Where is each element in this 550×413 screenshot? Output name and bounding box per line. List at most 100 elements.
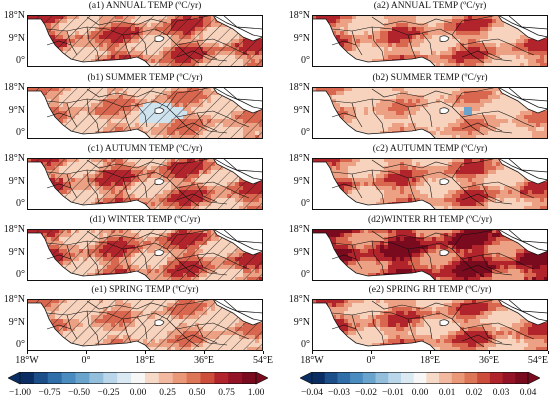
left-panel-title-1: (a1) ANNUAL TEMP (ºC/yr) — [88, 1, 202, 11]
lake-cutout — [154, 249, 165, 256]
coastline — [27, 299, 263, 351]
colorbar-segment — [242, 372, 257, 384]
latitude-label: 9°N — [293, 104, 310, 116]
left-map-panel-3 — [27, 158, 263, 210]
red-sea-cutout — [212, 229, 263, 252]
latitude-label: 18°N — [3, 224, 25, 235]
colorbar-tick-label: 0.03 — [492, 388, 510, 398]
country-border — [371, 88, 453, 98]
country-border — [497, 110, 535, 128]
map-frame — [27, 229, 263, 281]
country-border — [461, 264, 513, 276]
country-border — [407, 34, 417, 60]
colorbar-tick-label: 1.00 — [247, 388, 265, 398]
latitude-label: 0° — [301, 269, 310, 280]
country-border — [421, 316, 433, 340]
longitude-label: 0° — [81, 355, 91, 366]
lake-cutout — [439, 178, 450, 185]
country-border — [176, 193, 228, 205]
country-border — [371, 159, 453, 169]
latitude-label: 18°N — [288, 153, 310, 164]
colorbar-segment — [413, 372, 427, 384]
longitude-label: 36°E — [193, 355, 215, 366]
country-border — [407, 318, 417, 344]
longitude-label: 54°E — [252, 355, 274, 366]
colorbar-tick-label: 0.02 — [465, 388, 483, 398]
colorbar-segment — [172, 372, 187, 384]
country-border — [166, 87, 214, 108]
latitude-label: 9°N — [8, 246, 25, 258]
map-frame — [312, 299, 548, 351]
country-border — [391, 28, 441, 36]
coastline — [27, 87, 263, 139]
lake-cutout — [439, 249, 450, 256]
right-map-panel-3 — [312, 158, 548, 210]
latitude-label: 0° — [301, 127, 310, 138]
country-border — [331, 183, 357, 189]
colorbar-segment — [439, 372, 453, 384]
right-map-panel-5 — [312, 299, 548, 351]
lake-cutout — [154, 178, 165, 185]
country-border — [196, 183, 218, 203]
country-border — [371, 26, 385, 62]
country-border — [166, 158, 214, 179]
country-border — [136, 175, 148, 199]
country-border — [86, 16, 168, 26]
country-border — [106, 312, 156, 320]
country-border — [86, 88, 168, 98]
colorbar-segment — [388, 372, 402, 384]
country-border — [461, 193, 513, 205]
country-border — [461, 50, 513, 62]
country-border — [106, 100, 156, 108]
latitude-label: 18°N — [3, 153, 25, 164]
lake-cutout — [439, 35, 450, 42]
map-frame — [312, 15, 548, 67]
country-border — [451, 15, 499, 36]
colorbar-tick-label: 0.04 — [519, 388, 537, 398]
latitude-label: 9°N — [293, 32, 310, 44]
latitude-label: 18°N — [3, 82, 25, 93]
country-border — [86, 300, 168, 310]
latitude-label: 18°N — [3, 10, 25, 21]
colorbar-segment — [324, 372, 338, 384]
country-border — [176, 264, 228, 276]
country-border — [391, 171, 441, 179]
colorbar-high-extension — [527, 372, 540, 385]
country-border — [481, 40, 503, 60]
latitude-label: 0° — [16, 198, 25, 209]
country-border — [46, 254, 72, 260]
latitude-label: 0° — [16, 269, 25, 280]
red-sea-cutout — [497, 158, 548, 181]
country-border — [46, 183, 72, 189]
latitude-label: 9°N — [293, 316, 310, 328]
country-border — [196, 324, 218, 344]
colorbar-tick-label: −0.75 — [38, 388, 61, 398]
country-border — [497, 322, 535, 340]
right-map-panel-2 — [312, 87, 548, 139]
right-panel-title-4: (d2)WINTER RH TEMP (ºC/yr) — [367, 215, 493, 225]
country-border — [391, 312, 441, 320]
longitude-label: 18°E — [134, 355, 156, 366]
longitude-tick — [86, 351, 87, 354]
country-border — [461, 334, 513, 346]
latitude-label: 0° — [301, 339, 310, 350]
country-border — [497, 181, 535, 199]
country-border — [196, 112, 218, 132]
country-border — [331, 324, 357, 330]
colorbar-segment — [312, 372, 326, 384]
country-border — [176, 334, 228, 346]
country-border — [331, 40, 357, 46]
country-border — [331, 98, 393, 104]
country-border — [106, 242, 156, 250]
latitude-label: 0° — [16, 339, 25, 350]
colorbar-segment — [228, 372, 243, 384]
coastline — [312, 158, 548, 210]
longitude-tick — [312, 351, 313, 354]
lake-cutout — [439, 319, 450, 326]
country-border — [497, 38, 535, 56]
red-sea-cutout — [497, 299, 548, 322]
latitude-label: 18°N — [288, 294, 310, 305]
coastline — [312, 229, 548, 281]
latitude-label: 9°N — [8, 175, 25, 187]
red-sea-cutout — [497, 87, 548, 110]
